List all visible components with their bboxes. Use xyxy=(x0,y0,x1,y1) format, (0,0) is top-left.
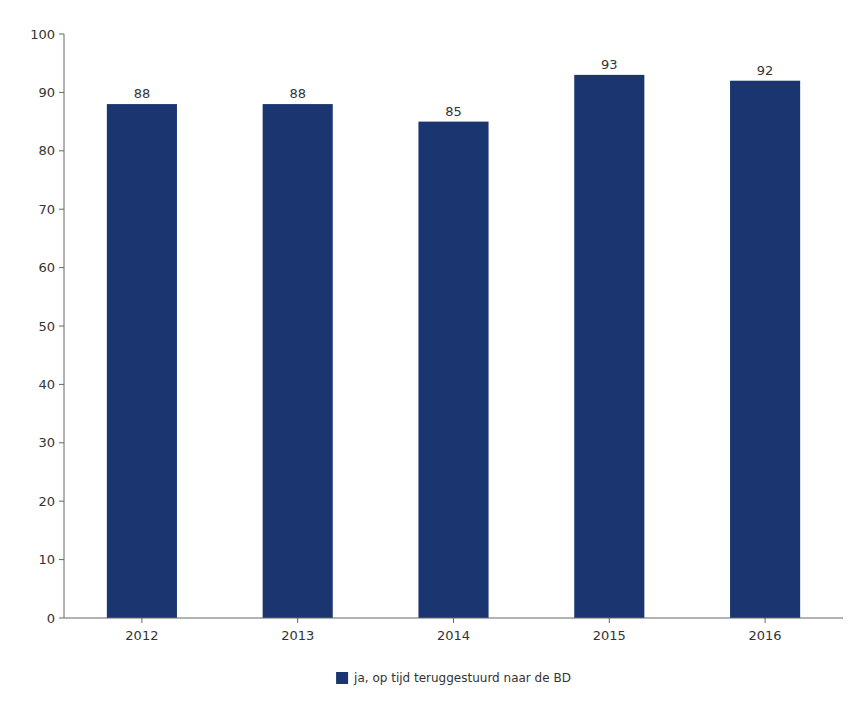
data-labels: 88 88 85 93 92 xyxy=(134,57,774,119)
y-tick xyxy=(59,267,64,268)
y-tick xyxy=(59,384,64,385)
y-tick-label: 40 xyxy=(38,377,55,392)
y-tick xyxy=(59,559,64,560)
x-tick-label: 2012 xyxy=(125,628,158,643)
y-tick xyxy=(59,34,64,35)
data-label: 88 xyxy=(134,86,151,101)
bar xyxy=(107,104,177,618)
y-tick-label: 50 xyxy=(38,319,55,334)
bar xyxy=(574,75,644,618)
y-tick xyxy=(59,209,64,210)
bars xyxy=(107,75,800,618)
x-tick-label: 2013 xyxy=(281,628,314,643)
chart-container: 88 88 85 93 92 0 10 20 30 40 50 60 70 80 90 100 2012 2013… xyxy=(0,0,867,718)
x-tick xyxy=(453,618,454,623)
y-tick-label: 30 xyxy=(38,435,55,450)
bar xyxy=(263,104,333,618)
legend-swatch xyxy=(336,672,348,684)
y-tick xyxy=(59,442,64,443)
y-tick xyxy=(59,150,64,151)
y-tick-label: 100 xyxy=(30,27,55,42)
y-tick-label: 20 xyxy=(38,494,55,509)
y-tick xyxy=(59,618,64,619)
legend-item: ja, op tijd teruggestuurd naar de BD xyxy=(336,671,571,685)
y-tick xyxy=(59,326,64,327)
y-tick-label: 70 xyxy=(38,202,55,217)
bar xyxy=(418,122,488,618)
legend: ja, op tijd teruggestuurd naar de BD xyxy=(336,671,571,685)
axes: 0 10 20 30 40 50 60 70 80 90 100 2012 2013 2014 2015 20… xyxy=(30,27,843,644)
y-tick xyxy=(59,92,64,93)
chart-svg: 88 88 85 93 92 0 10 20 30 40 50 60 70 80 90 100 2012 2013… xyxy=(0,0,867,718)
y-tick-label: 60 xyxy=(38,260,55,275)
y-tick-label: 10 xyxy=(38,552,55,567)
x-tick xyxy=(609,618,610,623)
x-tick xyxy=(765,618,766,623)
y-tick xyxy=(59,501,64,502)
x-tick-label: 2016 xyxy=(749,628,782,643)
y-tick-label: 90 xyxy=(38,85,55,100)
data-label: 85 xyxy=(445,104,462,119)
x-tick-label: 2014 xyxy=(437,628,470,643)
x-tick xyxy=(297,618,298,623)
data-label: 92 xyxy=(757,63,774,78)
data-label: 93 xyxy=(601,57,618,72)
y-tick-label: 0 xyxy=(47,611,55,626)
x-tick-label: 2015 xyxy=(593,628,626,643)
legend-label: ja, op tijd teruggestuurd naar de BD xyxy=(353,671,571,685)
data-label: 88 xyxy=(289,86,306,101)
y-tick-label: 80 xyxy=(38,143,55,158)
bar xyxy=(730,81,800,618)
x-tick xyxy=(141,618,142,623)
